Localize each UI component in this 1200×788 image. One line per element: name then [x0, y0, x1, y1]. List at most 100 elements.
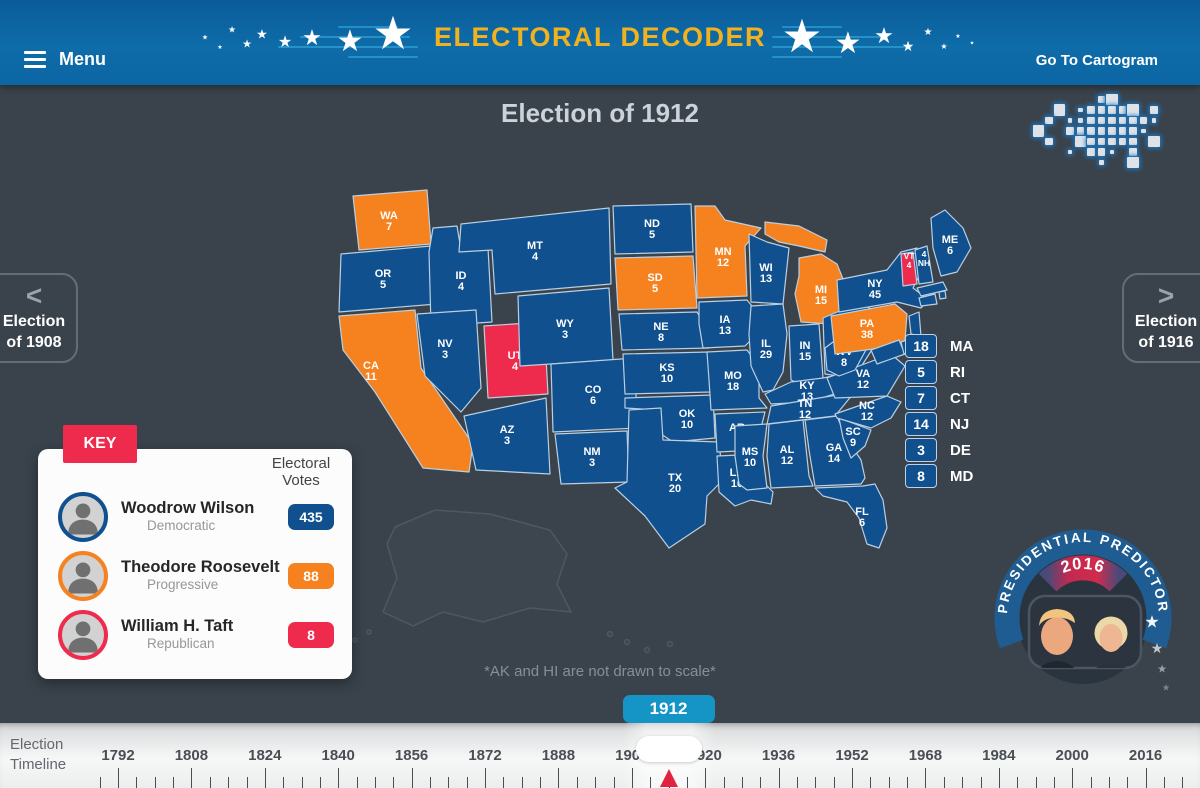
prev-election-button[interactable]: < Election of 1908 — [0, 273, 78, 363]
cartogram-square — [1106, 93, 1118, 105]
state-ME[interactable] — [930, 209, 972, 277]
electoral-votes-column-header: Electoral Votes — [266, 455, 336, 490]
timeline-year-1984[interactable]: 1984 — [982, 747, 1016, 764]
star-icon: ★ — [969, 40, 975, 47]
state-NV[interactable] — [416, 309, 482, 413]
next-election-button[interactable]: > Election of 1916 — [1122, 273, 1200, 363]
timeline-year-1872[interactable]: 1872 — [468, 747, 502, 764]
star-icon: ★ — [955, 34, 961, 40]
cartogram-thumbnail[interactable] — [1032, 93, 1173, 178]
coastal-state-CT[interactable]: 7 CT — [905, 386, 973, 410]
state-SD[interactable] — [614, 255, 698, 311]
candidate-avatar — [58, 550, 108, 601]
candidate-row: Woodrow Wilson Democratic 435 — [38, 487, 352, 546]
coastal-ev-box-RI: 5 — [905, 360, 937, 384]
cartogram-square — [1087, 127, 1095, 135]
state-OR[interactable] — [338, 245, 438, 313]
state-CA[interactable] — [338, 309, 474, 473]
timeline-year-1888[interactable]: 1888 — [541, 747, 576, 764]
state-MS[interactable] — [734, 423, 768, 491]
state-VT[interactable] — [900, 251, 918, 287]
state-WI[interactable] — [748, 233, 790, 305]
timeline-year-1824[interactable]: 1824 — [248, 747, 282, 764]
cartogram-square — [1032, 125, 1044, 137]
map-scale-note: *AK and HI are not drawn to scale* — [484, 663, 716, 680]
star-icon: ★ — [923, 27, 933, 38]
timeline-slider-handle[interactable] — [635, 736, 702, 762]
star-icon: ★ — [302, 25, 322, 50]
next-election-year: of 1916 — [1138, 334, 1194, 351]
state-TN[interactable] — [766, 393, 854, 425]
state-ND[interactable] — [612, 203, 694, 255]
timeline-year-1792[interactable]: 1792 — [101, 747, 135, 764]
coastal-state-RI[interactable]: 5 RI — [905, 360, 973, 384]
coastal-abbr-MD: MD — [950, 467, 974, 485]
cartogram-square — [1129, 148, 1137, 156]
cartogram-square — [1067, 118, 1072, 123]
state-TX[interactable] — [614, 407, 724, 549]
state-SC[interactable] — [838, 417, 872, 459]
candidate-name: Theodore Roosevelt — [121, 557, 280, 576]
timeline-year-1968[interactable]: 1968 — [908, 747, 943, 764]
state-KS[interactable] — [622, 351, 712, 395]
star-icon: ★ — [336, 25, 364, 58]
timeline-selected-year-tab[interactable]: 1912 — [622, 695, 715, 723]
timeline-year-1808[interactable]: 1808 — [174, 747, 209, 764]
cartogram-square — [1097, 116, 1105, 124]
next-election-label: Election — [1134, 312, 1198, 330]
trump-portrait — [1037, 609, 1077, 668]
state-FL[interactable] — [814, 483, 888, 549]
state-WY[interactable] — [517, 287, 614, 367]
state-CT[interactable] — [918, 293, 938, 307]
cartogram-square — [1078, 118, 1083, 123]
state-IA[interactable] — [698, 299, 758, 349]
cartogram-square — [1078, 107, 1083, 112]
state-MT[interactable] — [458, 207, 612, 295]
electoral-votes-header-line2: Votes — [282, 472, 320, 490]
candidate-name: Woodrow Wilson — [121, 498, 255, 517]
hamburger-icon — [24, 51, 46, 68]
state-MI[interactable] — [764, 221, 828, 253]
state-NH[interactable] — [914, 245, 934, 285]
coastal-state-MA[interactable]: 18 MA — [905, 334, 973, 358]
coastal-ev-box-MA: 18 — [905, 334, 937, 358]
prev-election-year: of 1908 — [6, 334, 62, 351]
coastal-state-NJ[interactable]: 14 NJ — [905, 412, 973, 436]
electoral-votes-badge: 8 — [288, 621, 334, 648]
star-icon: ★ — [1157, 663, 1167, 676]
candidate-row: William H. Taft Republican 8 — [38, 605, 352, 664]
coastal-state-MD[interactable]: 8 MD — [905, 464, 973, 488]
cartogram-square — [1108, 127, 1116, 135]
star-icon: ★ — [834, 27, 862, 60]
state-NE[interactable] — [618, 311, 710, 351]
timeline-year-1952[interactable]: 1952 — [835, 747, 869, 764]
state-MA[interactable] — [916, 281, 948, 297]
menu-button[interactable]: Menu — [18, 48, 112, 71]
coastal-states-list: 18 MA 5 RI 7 CT 14 NJ 3 DE 8 MD — [905, 334, 973, 488]
star-icon: ★ — [940, 42, 948, 51]
timeline-year-1936[interactable]: 1936 — [761, 747, 796, 764]
state-RI[interactable] — [938, 290, 947, 300]
state-NJ[interactable] — [908, 311, 922, 337]
election-timeline[interactable]: Election Timeline 1792 1808 1824 1840 1856 18… — [0, 723, 1200, 788]
star-icon: ★ — [1161, 682, 1171, 693]
timeline-year-1856[interactable]: 1856 — [394, 747, 429, 764]
state-AL[interactable] — [766, 419, 814, 489]
app-header: Menu ★ ★ ★ ★ ★ ★ ★ ★ ★ ★ ★ ★ ★ ★ ★ ★ ★ ELECTORAL DECODER… — [0, 0, 1200, 85]
coastal-state-DE[interactable]: 3 DE — [905, 438, 973, 462]
timeline-year-2000[interactable]: 2000 — [1055, 747, 1089, 764]
cartogram-square — [1108, 137, 1116, 145]
cartogram-square — [1118, 137, 1126, 145]
go-to-cartogram-link[interactable]: Go To Cartogram — [1035, 52, 1158, 69]
cartogram-square — [1097, 95, 1105, 103]
cartogram-square — [1151, 118, 1156, 123]
presidential-predictor-badge[interactable]: PRESIDENTIAL PREDICTOR 2016 — [985, 520, 1181, 720]
star-icon: ★ — [217, 45, 223, 51]
candidate-rows: Woodrow Wilson Democratic 435 Theodore Roos… — [38, 487, 352, 664]
cartogram-square — [1118, 106, 1126, 114]
timeline-year-1840[interactable]: 1840 — [321, 747, 355, 764]
state-WA[interactable] — [352, 189, 432, 251]
timeline-year-2016[interactable]: 2016 — [1128, 747, 1163, 764]
state-NM[interactable] — [554, 430, 630, 485]
state-AZ[interactable] — [463, 397, 551, 475]
